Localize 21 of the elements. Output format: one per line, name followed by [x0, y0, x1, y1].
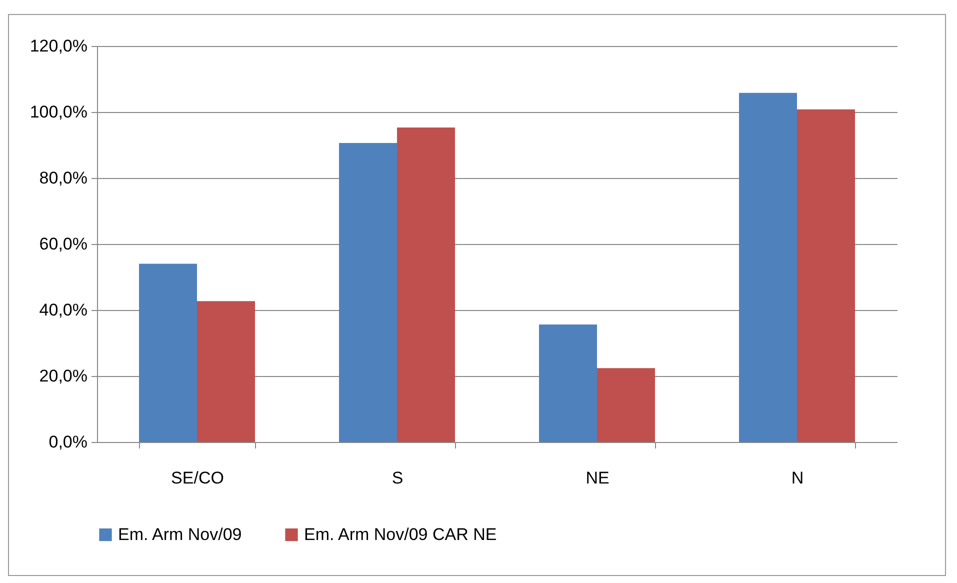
x-tick-label: N [791, 468, 804, 488]
x-tick-label: SE/CO [171, 468, 224, 488]
y-tick-label: 20,0% [39, 366, 88, 386]
legend-label: Em. Arm Nov/09 CAR NE [304, 524, 497, 544]
y-tick-label: 80,0% [39, 168, 88, 188]
y-tick-label: 0,0% [48, 432, 88, 452]
bar [197, 301, 255, 442]
bar [597, 368, 655, 442]
bar [539, 324, 597, 442]
x-tick-label: NE [586, 468, 610, 488]
bar [339, 143, 397, 442]
x-tick-label: S [392, 468, 404, 488]
y-tick-label: 40,0% [39, 300, 88, 320]
bar [139, 264, 197, 442]
bar [397, 128, 455, 442]
bar [797, 109, 855, 442]
y-tick-label: 60,0% [39, 234, 88, 254]
bar [739, 92, 797, 442]
y-tick-label: 100,0% [30, 102, 88, 122]
y-tick-label: 120,0% [30, 36, 88, 56]
legend-label: Em. Arm Nov/09 [118, 524, 242, 544]
